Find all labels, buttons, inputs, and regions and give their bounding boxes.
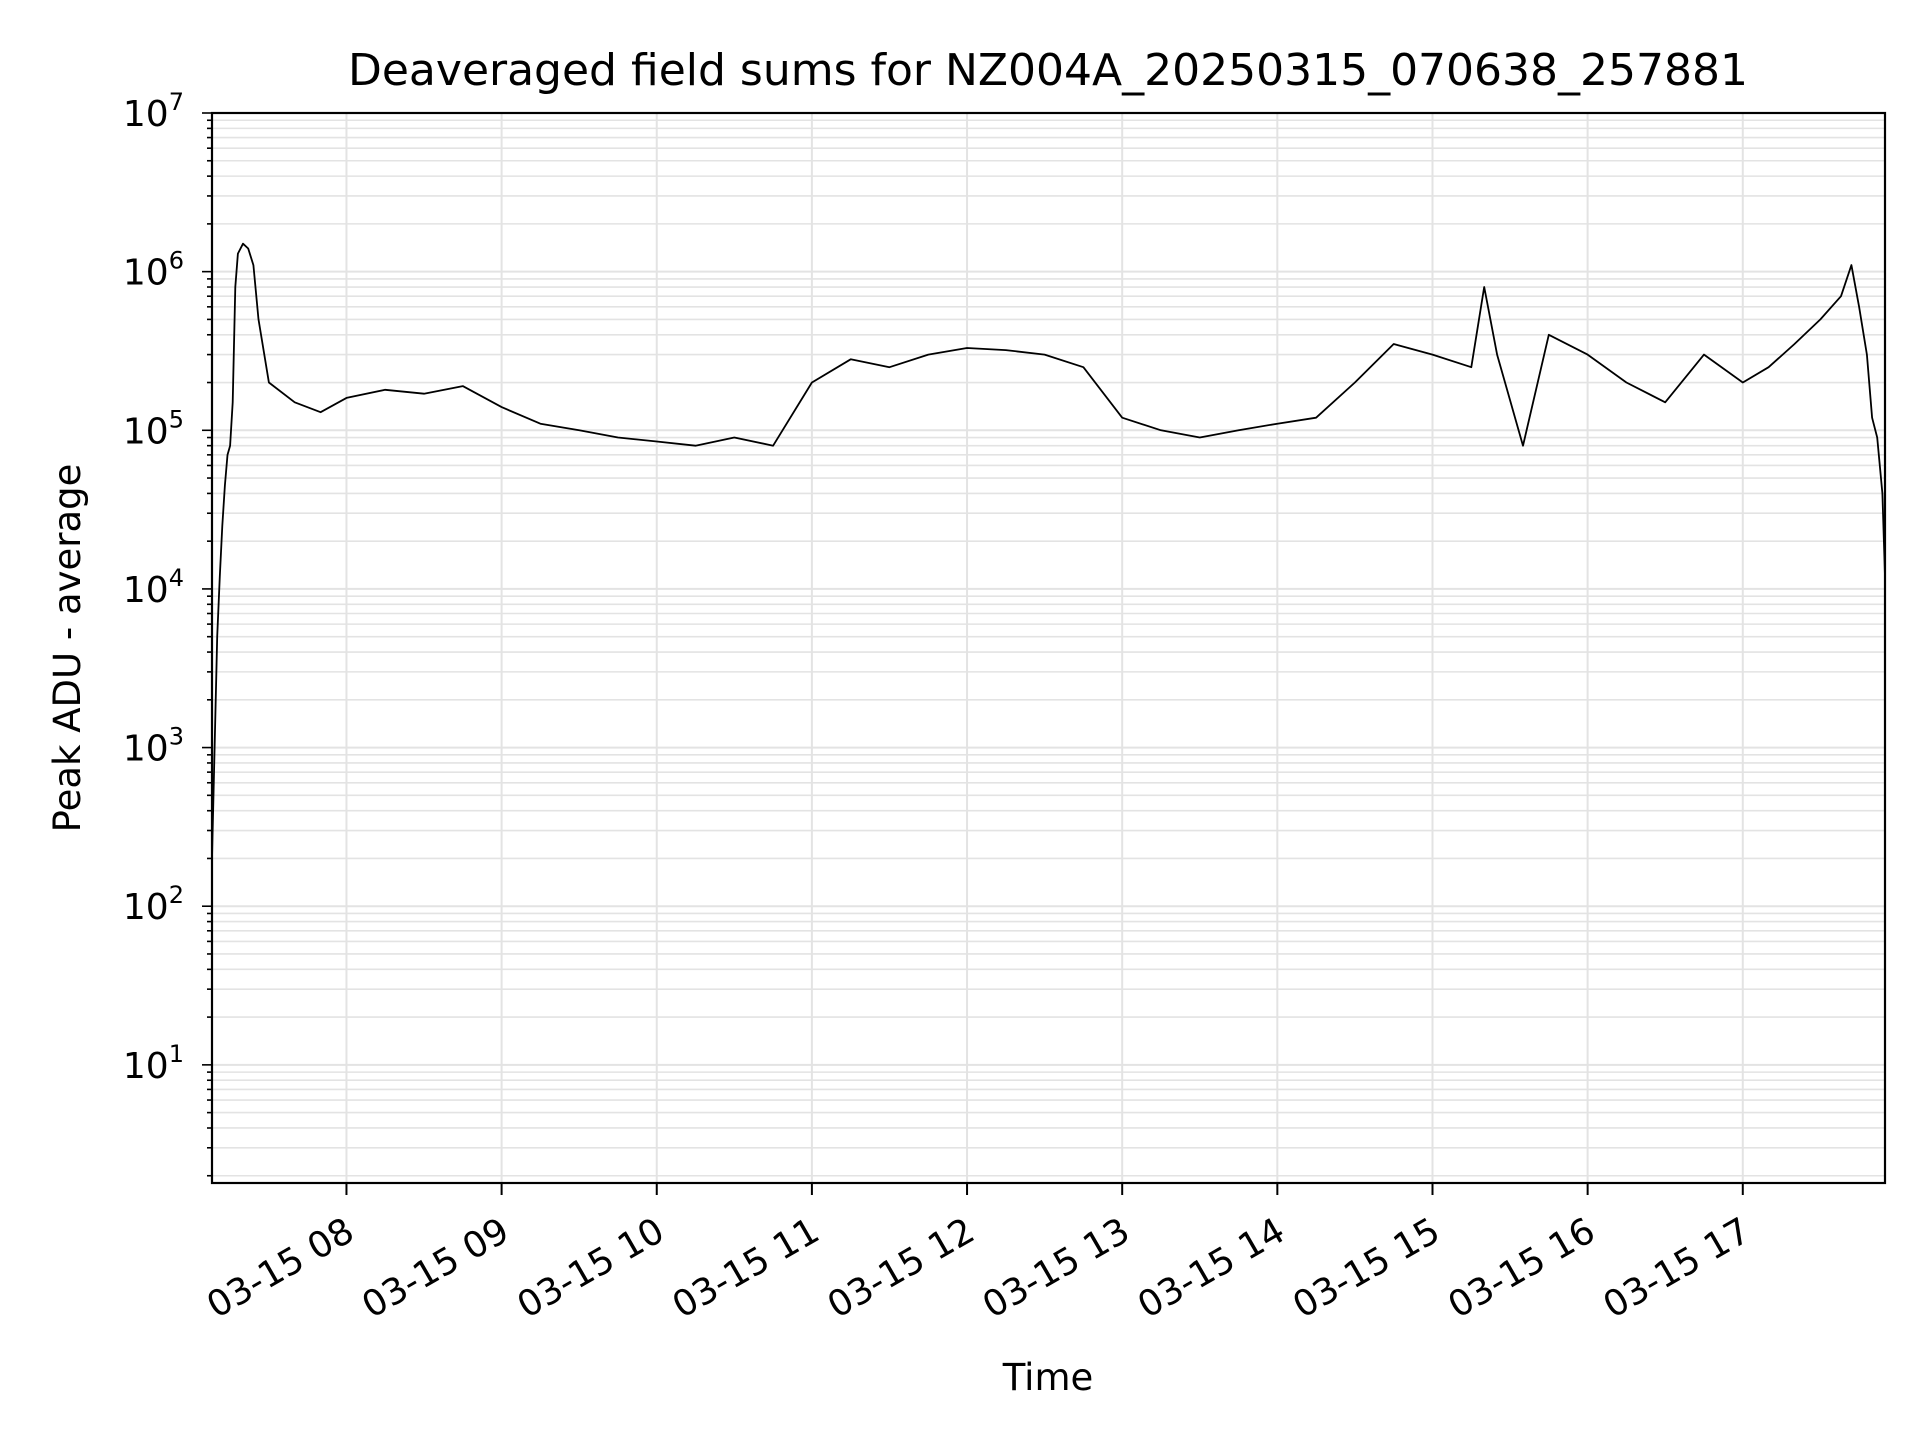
y-tick-label: 103 bbox=[123, 723, 184, 770]
chart-title: Deaveraged field sums for NZ004A_2025031… bbox=[348, 45, 1748, 96]
y-axis-label: Peak ADU - average bbox=[46, 464, 89, 833]
y-tick-label: 106 bbox=[123, 247, 184, 294]
plot-frame bbox=[210, 111, 1887, 1185]
y-tick-label: 105 bbox=[123, 405, 184, 452]
y-tick-label: 102 bbox=[123, 881, 184, 928]
y-tick-label: 101 bbox=[123, 1040, 184, 1087]
y-tick-label: 107 bbox=[123, 88, 184, 135]
x-axis-label: Time bbox=[1002, 1356, 1094, 1399]
grid-lines bbox=[212, 112, 1885, 1183]
series-layer bbox=[211, 242, 1886, 859]
y-tick-label: 104 bbox=[123, 564, 184, 611]
series-line bbox=[211, 242, 1886, 859]
